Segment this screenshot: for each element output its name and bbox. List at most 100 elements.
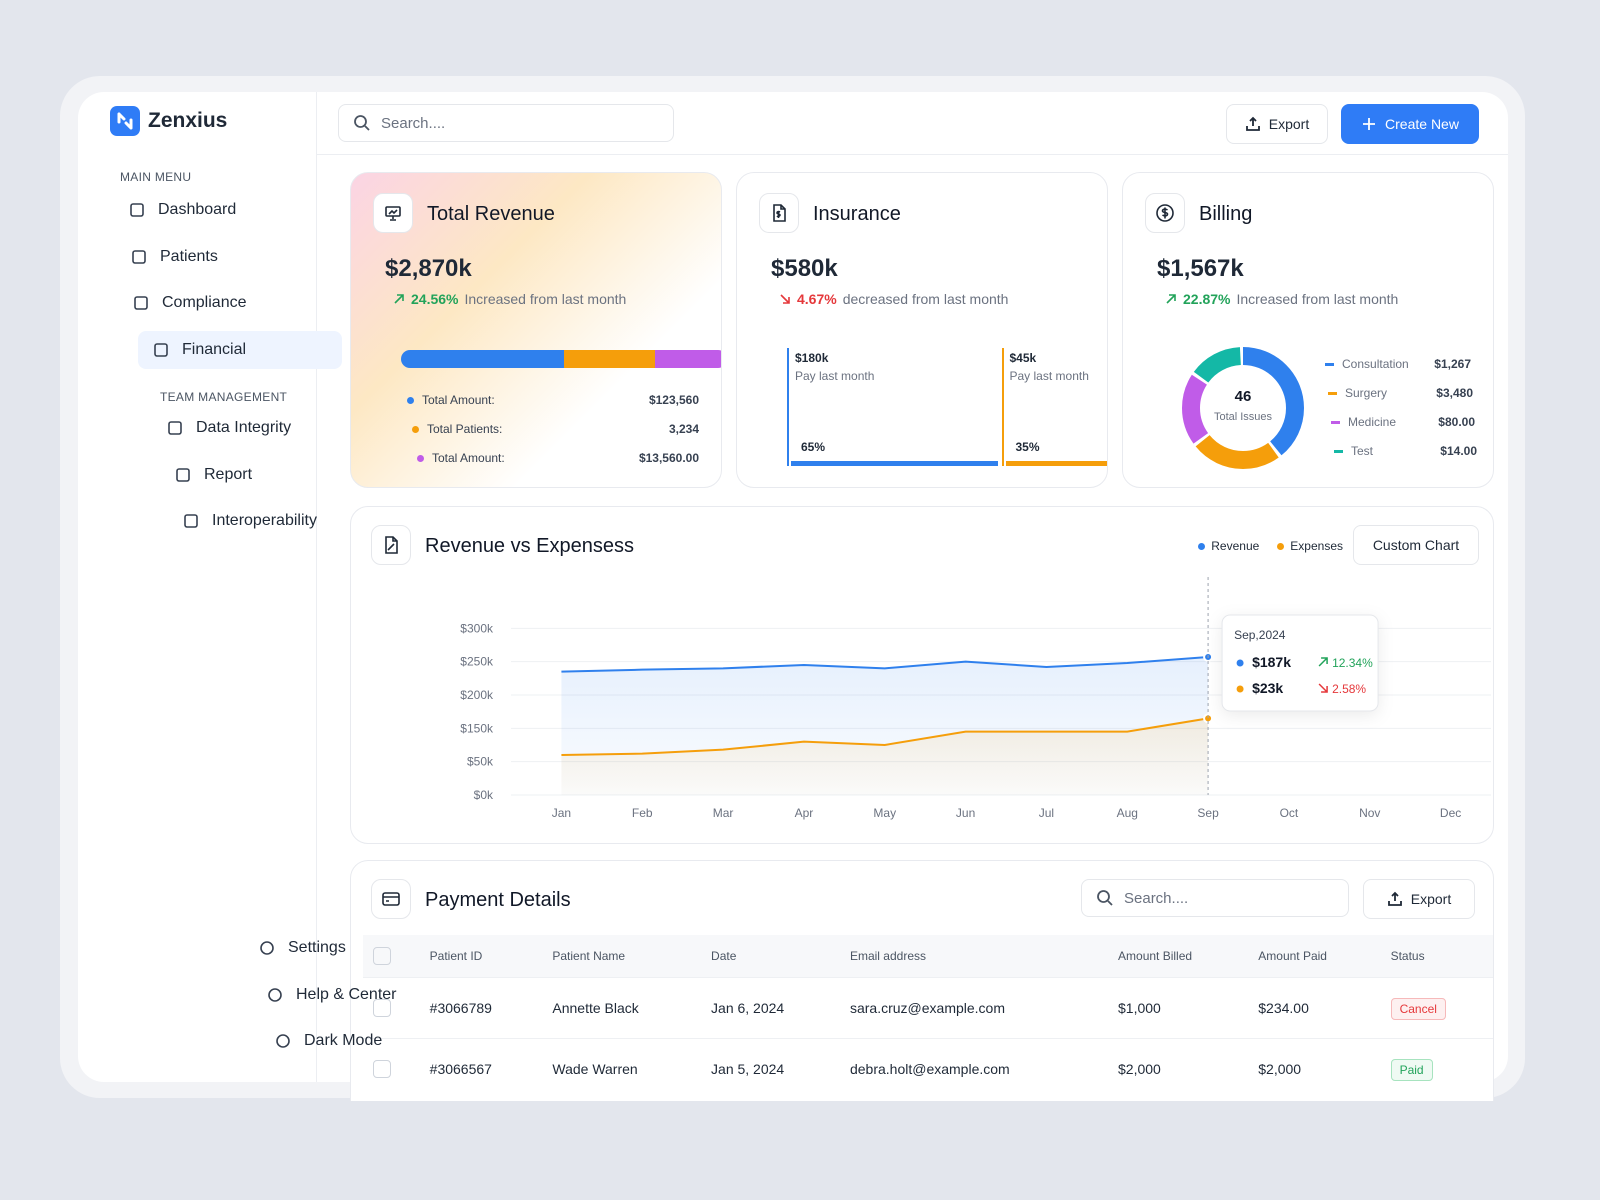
cell: $234.00 (1248, 977, 1381, 1039)
bar-segment (401, 350, 564, 368)
payment-table: Patient ID Patient Name Date Email address A… (363, 935, 1493, 1099)
split-label: Pay last month (1009, 369, 1089, 383)
x-tick-label: Mar (713, 806, 734, 820)
legend-amount: $80.00 (1438, 415, 1475, 429)
section-label: MAIN MENU (120, 170, 192, 184)
checkbox[interactable] (373, 947, 391, 965)
legend: Revenue Expenses (1198, 539, 1343, 553)
menu-item[interactable]: Patients (130, 245, 218, 269)
header-cell: Email address (839, 935, 1109, 978)
y-tick-label: $150k (460, 721, 494, 735)
header-cell: Amount Billed (1108, 935, 1249, 978)
menu-item[interactable]: Dark Mode (274, 1032, 382, 1050)
line (561, 717, 1209, 756)
legend-name: Consultation (1342, 357, 1409, 371)
tooltip-change: 2.58% (1332, 682, 1366, 696)
card-value: $2,870k (385, 255, 472, 282)
arrow-path (780, 294, 790, 304)
x-tick-label: Aug (1117, 806, 1138, 820)
button-label: Export (1268, 116, 1310, 132)
create-button[interactable]: Create New (1341, 104, 1479, 144)
menu-item[interactable]: Data Integrity (166, 419, 291, 437)
x-tick-label: Sep (1197, 806, 1219, 820)
cell: $2,000 (1108, 1038, 1249, 1099)
status-badge: Cancel (1390, 998, 1446, 1020)
change-text: Increased from last month (1236, 291, 1399, 307)
brand[interactable]: Zenxius (110, 106, 227, 136)
menu-label: Report (204, 465, 253, 483)
payment-card: Payment Details Search.... Export Patien… (350, 860, 1494, 1101)
legend-row: Total Amount: $123,560 (407, 393, 699, 407)
row-label: Total Patients: (427, 422, 503, 436)
legend-label: Expenses (1290, 539, 1343, 553)
change: 22.87% Increased from last month (1165, 291, 1398, 307)
cell: Jan 5, 2024 (701, 1038, 840, 1099)
legend-dot (417, 454, 424, 462)
menu-label: Dark Mode (304, 1032, 383, 1049)
menu-item[interactable]: Interoperability (182, 512, 317, 530)
bar-segment (564, 350, 656, 368)
legend-row: Surgery $3,480 (1328, 386, 1473, 400)
menu-item[interactable]: Compliance (132, 291, 246, 315)
arrow-path (394, 294, 404, 304)
menu-item[interactable]: Report (174, 466, 252, 484)
area (561, 718, 1209, 795)
menu-label: Compliance (162, 294, 247, 311)
split-amount: $180k (795, 351, 829, 365)
checkbox[interactable] (373, 999, 391, 1018)
legend-dot (412, 425, 419, 433)
cell: #3066567 (419, 1038, 543, 1099)
button-label: Create New (1385, 116, 1459, 132)
donut-label: Total Issues (1214, 411, 1273, 423)
arrow-path (1318, 683, 1328, 693)
arrow-path (1318, 657, 1328, 667)
cell: sara.cruz@example.com (839, 977, 1109, 1039)
legend-row: Total Amount: $13,560.00 (407, 451, 699, 465)
cell: $1,000 (1108, 977, 1249, 1039)
legend-row: Consultation $1,267 (1325, 357, 1471, 371)
menu-label: Data Integrity (196, 419, 292, 436)
y-tick-label: $0k (474, 788, 494, 802)
tooltip-dot (1236, 685, 1244, 693)
menu-item[interactable]: Settings (258, 939, 346, 957)
legend-dot (1277, 542, 1285, 550)
table-wrap: Patient ID Patient Name Date Email address A… (363, 935, 1493, 1099)
x-tick-label: Jul (1039, 806, 1054, 820)
checkbox[interactable] (373, 1060, 391, 1079)
split-line (1001, 348, 1004, 466)
tooltip-box (1221, 614, 1379, 712)
cell: Wade Warren (542, 1038, 702, 1099)
split-bar (1005, 461, 1107, 466)
table-export-button[interactable]: Export (1363, 879, 1475, 919)
cell (363, 1038, 420, 1099)
table-search[interactable]: Search.... (1081, 879, 1349, 917)
row-label: Total Amount: (432, 451, 505, 465)
chart-title: Revenue vs Expensess (425, 535, 635, 557)
legend-name: Surgery (1345, 386, 1388, 400)
change-percent: 22.87% (1183, 291, 1231, 307)
donut-segment (1182, 347, 1304, 469)
brand-name: Zenxius (148, 109, 228, 132)
x-tick-label: Oct (1280, 806, 1299, 820)
search-input[interactable]: Search.... (338, 104, 674, 142)
menu-label: Interoperability (212, 512, 317, 529)
chart-card: Revenue vs Expensess Revenue Expenses Cus… (350, 506, 1494, 844)
export-button[interactable]: Export (1226, 104, 1328, 144)
custom-chart-button[interactable]: Custom Chart (1353, 525, 1479, 565)
card-title: Billing (1199, 203, 1253, 225)
trend-arrow (780, 294, 790, 304)
menu-item[interactable]: Dashboard (128, 198, 236, 222)
menu-item[interactable]: Financial (138, 331, 342, 369)
x-tick-label: May (873, 806, 896, 820)
section-label: TEAM MANAGEMENT (160, 390, 288, 404)
card-icon (371, 525, 411, 565)
card-icon (373, 193, 413, 233)
menu-label: Settings (288, 939, 346, 956)
legend-label: Revenue (1211, 539, 1260, 553)
trend-arrow (1166, 294, 1176, 304)
legend-swatch (1334, 449, 1343, 453)
cell: Paid (1380, 1038, 1493, 1099)
change: 4.67% decreased from last month (779, 291, 1008, 307)
menu-item[interactable]: Help & Center (266, 986, 397, 1004)
